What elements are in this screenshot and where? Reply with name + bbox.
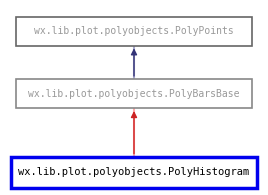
FancyBboxPatch shape	[16, 17, 252, 46]
Text: wx.lib.plot.polyobjects.PolyBarsBase: wx.lib.plot.polyobjects.PolyBarsBase	[28, 89, 240, 99]
Text: wx.lib.plot.polyobjects.PolyHistogram: wx.lib.plot.polyobjects.PolyHistogram	[18, 167, 250, 177]
FancyBboxPatch shape	[16, 79, 252, 108]
Text: wx.lib.plot.polyobjects.PolyPoints: wx.lib.plot.polyobjects.PolyPoints	[34, 26, 234, 36]
FancyBboxPatch shape	[10, 157, 258, 188]
